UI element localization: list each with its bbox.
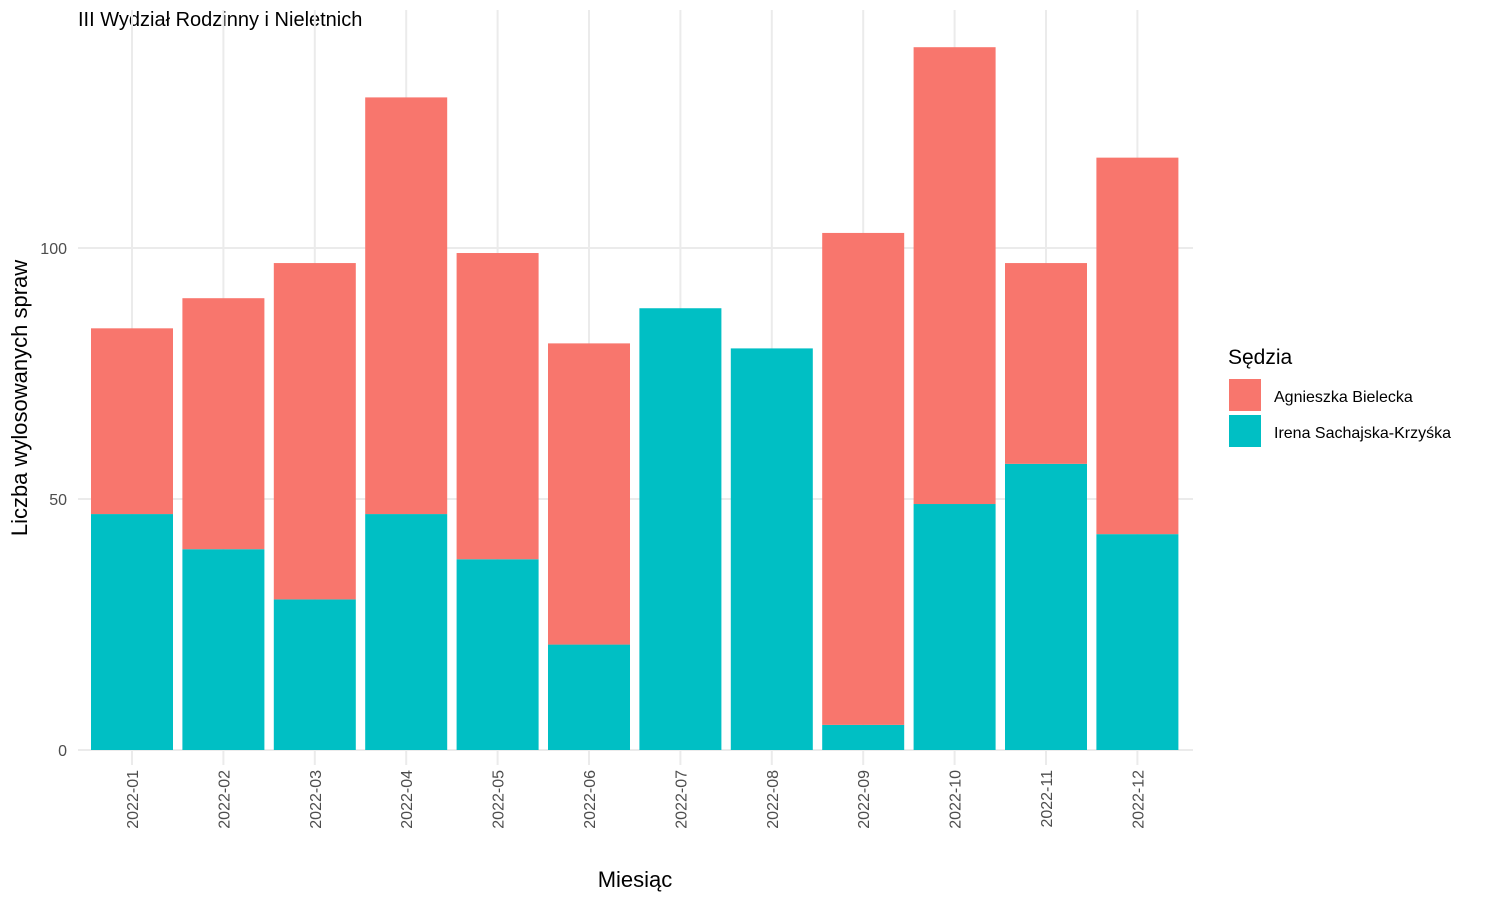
legend-key-irena <box>1229 415 1261 447</box>
bar-segment-irena-2022-06 <box>548 644 630 750</box>
x-tick-label: 2022-10 <box>948 770 965 829</box>
y-axis-title: Liczba wylosowanych spraw <box>7 260 32 536</box>
chart-title: III Wydział Rodzinny i Nieletnich <box>78 9 362 31</box>
bar-segment-irena-2022-08 <box>730 348 813 750</box>
x-tick-label: 2022-06 <box>582 770 599 829</box>
bar-segment-irena-2022-10 <box>913 504 996 750</box>
bar-segment-irena-2022-04 <box>365 514 448 750</box>
y-axis-ticks: 0 50 100 <box>40 241 67 760</box>
legend-title: Sędzia <box>1228 346 1293 369</box>
bar-segment-irena-2022-11 <box>1005 463 1087 750</box>
bar-segment-agnieszka-2022-03 <box>273 263 356 600</box>
x-tick-label: 2022-07 <box>673 770 690 829</box>
bar-segment-agnieszka-2022-12 <box>1096 157 1179 535</box>
bar-segment-agnieszka-2022-02 <box>182 298 265 550</box>
bar-segment-irena-2022-05 <box>456 559 539 750</box>
bar-segment-agnieszka-2022-05 <box>456 253 539 560</box>
bar-segment-agnieszka-2022-01 <box>91 328 173 515</box>
bar-segment-agnieszka-2022-10 <box>913 47 996 505</box>
legend-key-agnieszka <box>1229 379 1261 411</box>
x-tick-label: 2022-01 <box>125 770 142 829</box>
x-tick-label: 2022-05 <box>491 770 508 829</box>
bar-segment-irena-2022-02 <box>182 549 265 750</box>
x-axis-ticks: 2022-01 2022-02 2022-03 2022-04 2022-05 2022-… <box>125 770 1147 829</box>
bar-segment-irena-2022-12 <box>1096 534 1179 750</box>
bar-segment-agnieszka-2022-04 <box>365 97 448 515</box>
y-tick-label: 100 <box>40 241 67 258</box>
x-tick-label: 2022-11 <box>1039 770 1056 828</box>
x-tick-label: 2022-12 <box>1130 770 1147 829</box>
y-tick-label: 50 <box>49 492 67 509</box>
bar-segment-agnieszka-2022-11 <box>1005 263 1087 464</box>
x-axis-title: Miesiąc <box>598 867 673 892</box>
bar-segment-irena-2022-09 <box>822 724 905 750</box>
x-tick-label: 2022-02 <box>216 770 233 829</box>
legend-label-agnieszka: Agnieszka Bielecka <box>1274 389 1413 406</box>
x-tick-label: 2022-09 <box>856 770 873 829</box>
legend: Sędzia Agnieszka Bielecka Irena Sachajska… <box>1228 346 1451 447</box>
bar-segment-agnieszka-2022-09 <box>822 232 905 725</box>
bars <box>91 47 1179 750</box>
x-tick-label: 2022-08 <box>765 770 782 829</box>
bar-segment-irena-2022-01 <box>91 514 173 750</box>
legend-label-irena: Irena Sachajska-Krzyśka <box>1274 425 1451 442</box>
bar-segment-irena-2022-07 <box>639 308 722 750</box>
x-tick-label: 2022-04 <box>399 770 416 829</box>
bar-segment-irena-2022-03 <box>273 599 356 750</box>
y-tick-label: 0 <box>58 743 67 760</box>
x-tick-label: 2022-03 <box>308 770 325 829</box>
bar-segment-agnieszka-2022-06 <box>548 343 630 645</box>
